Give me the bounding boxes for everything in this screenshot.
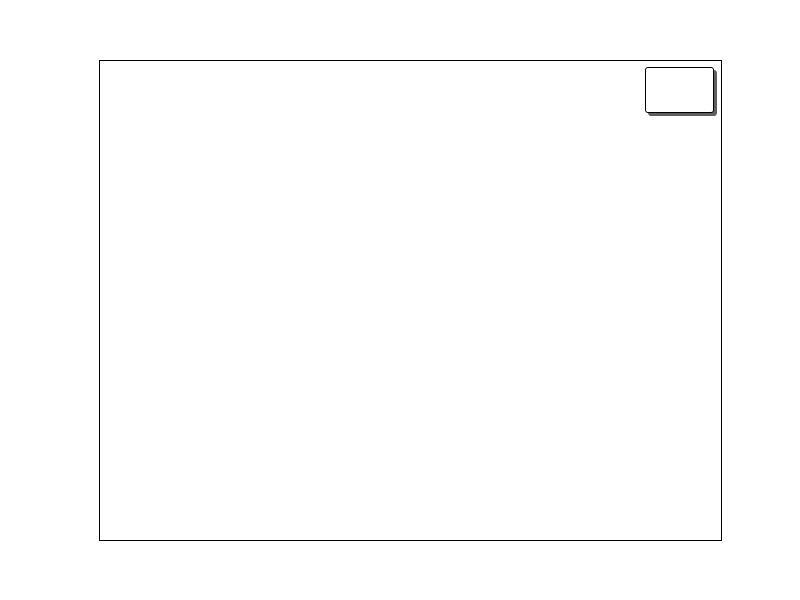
plot-area [99,60,722,541]
legend [645,67,714,113]
legend-item-tp [653,73,713,92]
legend-item-fp [653,92,713,111]
fp-legend-swatch [653,98,680,106]
y-axis-title [39,240,59,360]
tp-legend-swatch [653,79,680,87]
